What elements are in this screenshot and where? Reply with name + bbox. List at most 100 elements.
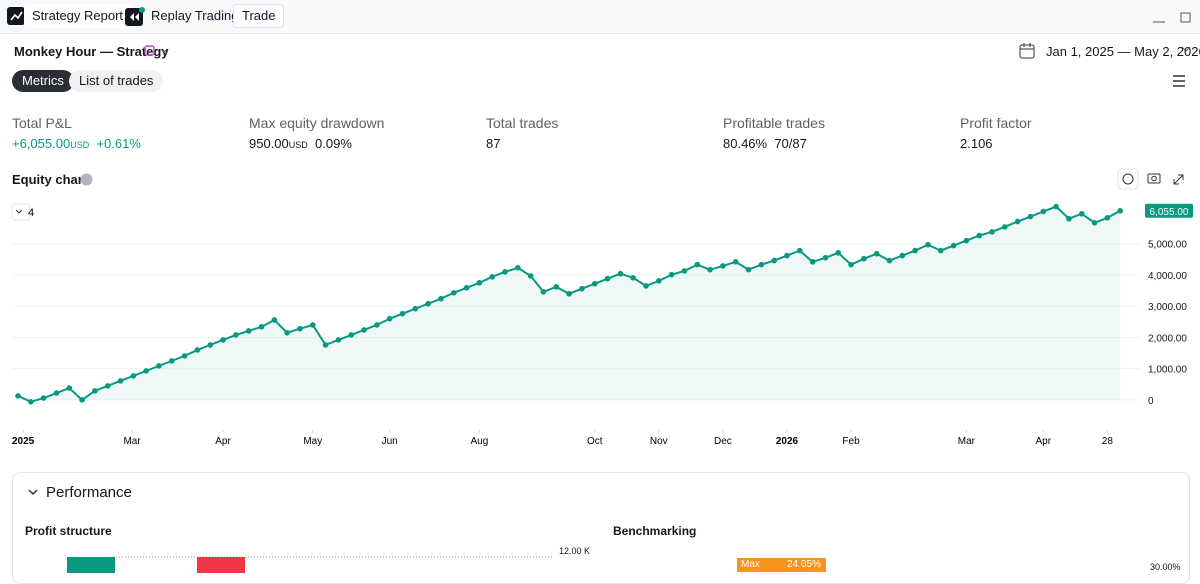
equity-point: [1002, 224, 1008, 230]
tab-bar: Strategy Report Replay Trading Trade: [0, 0, 1200, 34]
equity-point: [515, 264, 521, 271]
x-tick-label: 2025: [12, 436, 35, 447]
equity-point: [1091, 220, 1098, 226]
y-tick-label: 2,000.00: [1148, 333, 1187, 344]
metric-value: +6,055.00USD +0.61%: [12, 136, 141, 151]
equity-point: [732, 259, 739, 265]
x-tick-label: Dec: [714, 436, 732, 447]
equity-point: [771, 257, 777, 264]
equity-point: [476, 279, 483, 286]
equity-point: [1040, 208, 1047, 215]
x-tick-label: Mar: [123, 436, 141, 447]
equity-point: [950, 242, 957, 249]
subsection-title: Profit structure: [25, 524, 112, 538]
axis-label: 30.00%: [1150, 562, 1181, 572]
equity-point: [335, 337, 342, 343]
equity-point: [502, 269, 508, 275]
value: +6,055.00: [12, 136, 71, 151]
equity-point: [527, 273, 534, 279]
strategy-name[interactable]: Monkey Hour — Strategy: [14, 44, 169, 59]
axis-label: 12.00 K: [559, 546, 591, 556]
equity-point: [630, 274, 636, 281]
y-tick-label: 1,000.00: [1148, 365, 1187, 376]
equity-point: [758, 261, 765, 268]
x-tick-label: 28: [1102, 436, 1114, 447]
equity-point: [1014, 218, 1021, 225]
last-value-tag: [1145, 203, 1193, 218]
layout-icon[interactable]: [1172, 74, 1186, 88]
more-icon[interactable]: [1180, 44, 1192, 58]
x-tick-label: Jun: [382, 436, 398, 447]
equity-point: [425, 300, 431, 307]
equity-point: [348, 332, 355, 338]
equity-point: [322, 342, 329, 348]
view-button[interactable]: List of trades: [69, 70, 164, 92]
equity-point: [53, 390, 60, 396]
profit-structure-chart: [67, 556, 553, 573]
equity-point: [450, 289, 457, 296]
collapse-icon[interactable]: [27, 488, 39, 498]
replay-icon: [125, 7, 145, 26]
equity-point: [233, 332, 239, 338]
chevron: [15, 209, 23, 214]
equity-point: [566, 290, 572, 297]
equity-point: [745, 266, 752, 273]
equity-point: [809, 259, 816, 265]
metric-value: 80.46% 70/87: [723, 136, 807, 151]
legend-toggle[interactable]: [11, 203, 31, 221]
equity-point: [220, 337, 226, 343]
y-tick-label: 4,000.00: [1148, 271, 1187, 282]
y-tick-label: 3,000.00: [1148, 302, 1187, 313]
x-tick-label: Apr: [1036, 436, 1052, 447]
extra: 70/87: [774, 136, 807, 151]
equity-point: [1117, 207, 1123, 214]
equity-point: [1066, 215, 1072, 222]
equity-point: [579, 285, 585, 292]
window-controls[interactable]: [1150, 10, 1195, 26]
equity-point: [117, 378, 124, 384]
equity-point: [258, 324, 265, 330]
equity-point: [194, 347, 201, 353]
equity-point: [822, 254, 829, 261]
equity-point: [245, 328, 252, 334]
subsection-title: Benchmarking: [613, 524, 697, 538]
equity-point: [540, 289, 547, 295]
section-title: Performance: [46, 484, 132, 501]
metric-label: Profit factor: [960, 115, 1032, 131]
equity-point: [284, 329, 290, 336]
x-tick-label: Nov: [650, 436, 668, 447]
view-button[interactable]: Metrics: [12, 70, 74, 92]
x-tick-label: Mar: [958, 436, 976, 447]
chart-tools[interactable]: [1117, 168, 1193, 190]
tab[interactable]: Strategy Report: [24, 4, 132, 28]
metric-label: Profitable trades: [723, 115, 825, 131]
equity-point: [796, 247, 803, 254]
date-range[interactable]: Jan 1, 2025 — May 2, 2026: [1046, 44, 1200, 59]
equity-point: [463, 284, 470, 291]
tab[interactable]: Trade: [233, 4, 285, 28]
equity-point: [925, 241, 931, 248]
report-icon: [7, 7, 25, 25]
equity-point: [104, 383, 111, 389]
equity-point: [617, 270, 624, 277]
equity-point: [156, 363, 162, 369]
equity-point: [963, 237, 970, 244]
help-icon[interactable]: [80, 173, 93, 186]
equity-point: [386, 315, 393, 322]
performance-panel: Performance Profit structure 12.00 K Ben…: [12, 472, 1190, 584]
unit: USD: [288, 140, 308, 150]
value: 80.46%: [723, 136, 768, 151]
legend-count: 4: [28, 207, 34, 219]
extra: 0.09%: [315, 136, 352, 151]
tab[interactable]: Replay Trading: [151, 8, 239, 23]
max-value: 24.05%: [782, 558, 826, 572]
x-tick-label: May: [303, 436, 322, 447]
equity-point: [681, 268, 688, 274]
y-tick-label: 0: [1148, 396, 1154, 407]
strategy-icons: [144, 45, 168, 56]
value: 950.00: [249, 136, 289, 151]
equity-chart: 4 0 1,000.00 2,000.00 3,000.00 4,000.00 5,000…: [11, 203, 1193, 447]
equity-point: [553, 284, 560, 290]
extra: +0.61%: [96, 136, 141, 151]
